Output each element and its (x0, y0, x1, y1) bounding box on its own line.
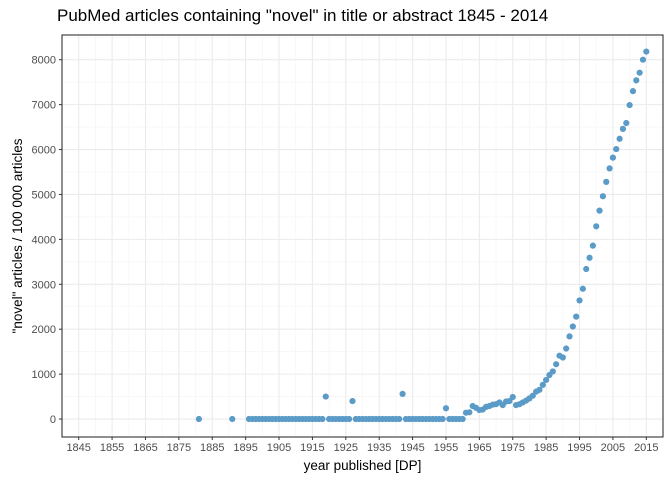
data-point (583, 265, 590, 273)
x-axis-title: year published [DP] (304, 458, 422, 473)
data-point (623, 119, 630, 127)
data-point (439, 415, 446, 423)
x-tick-label: 1875 (167, 442, 191, 454)
y-axis-title: "novel" articles / 100 000 articles (10, 138, 25, 333)
data-point (396, 415, 403, 423)
data-point (553, 361, 560, 368)
data-point (579, 285, 586, 292)
y-tick-label: 5000 (32, 189, 56, 201)
data-point (442, 405, 450, 412)
x-axis: 1845 1855 1865 1875 1885 1895 1905 1915 1925 1935… (66, 437, 659, 454)
data-point (346, 415, 353, 423)
data-point (576, 297, 583, 304)
data-point (563, 345, 570, 352)
data-point (596, 207, 603, 214)
x-tick-label: 1845 (66, 442, 90, 454)
chart-title: PubMed articles containing "novel" in ti… (57, 6, 548, 25)
data-point (569, 323, 576, 330)
data-point (633, 77, 640, 84)
data-point (539, 381, 546, 388)
data-point (603, 178, 610, 185)
data-point (629, 88, 637, 95)
data-point (626, 101, 633, 109)
minor-gridlines (61, 35, 664, 437)
y-tick-label: 2000 (32, 324, 56, 336)
data-point (466, 409, 473, 416)
data-point (643, 48, 650, 55)
data-point (349, 397, 356, 405)
y-tick-label: 1000 (32, 369, 56, 381)
x-tick-label: 2005 (601, 442, 625, 454)
x-tick-label: 1935 (367, 442, 391, 454)
data-point (639, 56, 647, 63)
data-point (543, 376, 550, 384)
y-tick-label: 0 (50, 414, 56, 426)
x-tick-label: 2015 (634, 442, 658, 454)
data-point (609, 154, 617, 161)
data-points (195, 48, 650, 423)
x-tick-label: 1975 (501, 442, 525, 454)
x-tick-label: 1985 (534, 442, 558, 454)
data-point (636, 69, 643, 76)
data-point (566, 333, 573, 340)
y-tick-label: 6000 (32, 145, 56, 157)
data-point (616, 135, 623, 142)
plot-panel-border (61, 34, 664, 438)
x-tick-label: 1855 (100, 442, 124, 454)
data-point (536, 386, 543, 393)
x-tick-label: 1965 (467, 442, 491, 454)
data-point (229, 415, 236, 423)
x-tick-label: 1955 (434, 442, 458, 454)
y-tick-label: 7000 (32, 100, 56, 112)
data-point (319, 415, 326, 423)
x-tick-label: 1895 (233, 442, 257, 454)
data-point (573, 313, 580, 320)
data-point (599, 193, 607, 200)
x-tick-label: 1885 (200, 442, 224, 454)
x-tick-label: 1925 (334, 442, 358, 454)
y-tick-label: 8000 (32, 55, 56, 67)
data-point (322, 393, 329, 400)
data-point (509, 393, 516, 401)
y-tick-label: 4000 (32, 234, 56, 246)
data-point (613, 145, 620, 153)
x-tick-label: 1865 (133, 442, 157, 454)
major-gridlines (62, 35, 663, 437)
data-point (459, 415, 466, 423)
y-tick-label: 3000 (32, 279, 56, 291)
y-axis: 0 1000 2000 3000 4000 5000 6000 7000 8000 (32, 55, 62, 426)
data-point (586, 254, 593, 261)
data-point (589, 242, 596, 249)
x-tick-label: 1945 (400, 442, 424, 454)
data-point (619, 125, 627, 132)
data-point (593, 223, 600, 230)
data-point (559, 354, 566, 361)
data-point (399, 390, 406, 397)
data-point (606, 165, 613, 172)
data-point (195, 415, 202, 423)
x-tick-label: 1995 (567, 442, 591, 454)
x-tick-label: 1915 (300, 442, 324, 454)
data-point (549, 368, 556, 375)
x-tick-label: 1905 (267, 442, 291, 454)
